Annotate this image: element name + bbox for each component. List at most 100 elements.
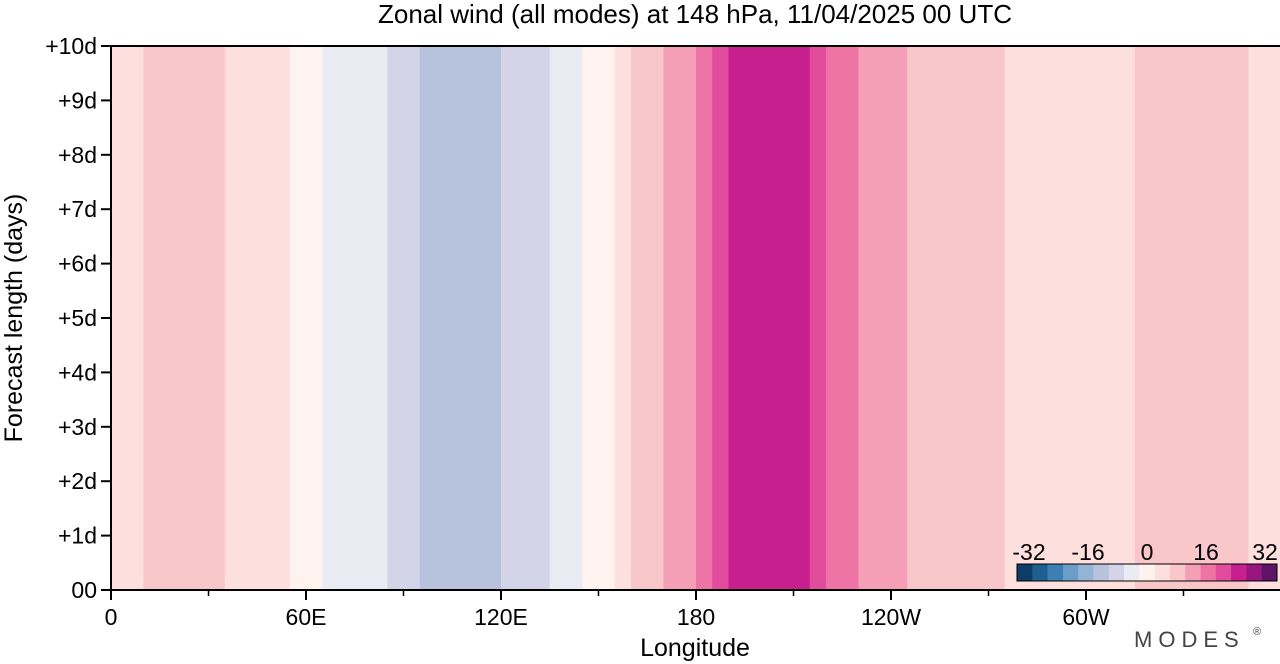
heatmap-cell xyxy=(728,46,746,590)
heatmap-cell xyxy=(257,46,275,590)
x-tick-label: 60W xyxy=(1062,604,1110,630)
heatmap-cell xyxy=(306,46,323,590)
colorbar-swatch xyxy=(1078,564,1094,581)
heatmap-cell xyxy=(598,46,616,590)
heatmap-cell xyxy=(712,46,730,590)
heatmap-cell xyxy=(484,46,502,590)
heatmap-cell xyxy=(761,46,778,590)
colorbar-tick-label: -32 xyxy=(1012,539,1045,565)
heatmap-cell xyxy=(1183,46,1201,590)
heatmap-cell xyxy=(371,46,388,590)
y-tick-label: +1d xyxy=(58,523,97,549)
y-tick-label: +7d xyxy=(58,196,97,222)
heatmap-cell xyxy=(159,46,177,590)
heatmap-cell xyxy=(452,46,470,590)
heatmap-cell xyxy=(111,46,128,590)
heatmap-cell xyxy=(1118,46,1136,590)
heatmap-cell xyxy=(387,46,405,590)
heatmap-cell xyxy=(1232,46,1250,590)
heatmap-cell xyxy=(273,46,291,590)
heatmap-cell xyxy=(501,46,518,590)
heatmap-cell xyxy=(419,46,437,590)
y-tick-label: +2d xyxy=(58,468,97,494)
heatmap-cell xyxy=(533,46,551,590)
y-tick-label: +4d xyxy=(58,359,97,385)
heatmap-field xyxy=(111,46,1280,590)
heatmap-cell xyxy=(1264,46,1280,590)
y-tick-label: +5d xyxy=(58,305,97,331)
colorbar-swatch xyxy=(1169,564,1186,581)
heatmap-cell xyxy=(1151,46,1168,590)
heatmap-cell xyxy=(907,46,925,590)
heatmap-cell xyxy=(874,46,892,590)
heatmap-cell xyxy=(354,46,372,590)
heatmap-cell xyxy=(1037,46,1055,590)
heatmap-cell xyxy=(1021,46,1038,590)
y-tick-label: +9d xyxy=(58,87,97,113)
colorbar-swatch xyxy=(1047,564,1064,581)
colorbar-tick-label: 0 xyxy=(1141,539,1154,565)
heatmap-cell xyxy=(1086,46,1103,590)
heatmap-cell xyxy=(744,46,762,590)
colorbar-swatch xyxy=(1062,564,1079,581)
colorbar-swatch xyxy=(1017,564,1033,581)
x-tick-label: 120E xyxy=(474,604,528,630)
heatmap-cell xyxy=(777,46,795,590)
x-tick-label: 120W xyxy=(861,604,921,630)
heatmap-cell xyxy=(956,46,973,590)
heatmap-cell xyxy=(809,46,827,590)
heatmap-cell xyxy=(517,46,535,590)
heatmap-cell xyxy=(436,46,453,590)
heatmap-cell xyxy=(582,46,600,590)
heatmap-cell xyxy=(224,46,242,590)
chart-title: Zonal wind (all modes) at 148 hPa, 11/04… xyxy=(378,0,1012,29)
y-axis: 00 +1d +2d +3d +4d +5d +6d +7d +8d +9d +10d xyxy=(45,33,111,603)
heatmap-cell xyxy=(176,46,193,590)
logo-registered-mark: ® xyxy=(1253,626,1261,638)
heatmap-cell xyxy=(127,46,145,590)
heatmap-cell xyxy=(338,46,356,590)
heatmap-cell xyxy=(679,46,697,590)
heatmap-cell xyxy=(696,46,713,590)
colorbar-swatch xyxy=(1246,564,1263,581)
colorbar-tick-label: 16 xyxy=(1193,539,1219,565)
heatmap-cell xyxy=(939,46,957,590)
heatmap-cell xyxy=(631,46,648,590)
heatmap-cell xyxy=(1053,46,1071,590)
colorbar-swatch xyxy=(1124,564,1140,581)
heatmap-cell xyxy=(1069,46,1087,590)
heatmap-cell xyxy=(208,46,226,590)
heatmap-cell xyxy=(647,46,665,590)
y-tick-label: +8d xyxy=(58,142,97,168)
colorbar-tick-label: -16 xyxy=(1071,539,1104,565)
heatmap-cell xyxy=(663,46,681,590)
heatmap-cell xyxy=(826,46,843,590)
y-tick-label: +6d xyxy=(58,251,97,277)
heatmap-cell xyxy=(793,46,811,590)
heatmap-cell xyxy=(468,46,486,590)
heatmap-cell xyxy=(566,46,583,590)
colorbar-swatch xyxy=(1093,564,1110,581)
heatmap-cell xyxy=(143,46,161,590)
colorbar-swatch xyxy=(1154,564,1171,581)
y-axis-label: Forecast length (days) xyxy=(0,194,28,443)
heatmap-cell xyxy=(972,46,990,590)
colorbar-swatch xyxy=(1200,564,1217,581)
heatmap-cell xyxy=(1216,46,1233,590)
colorbar-swatch xyxy=(1261,564,1278,581)
logo-text: MODES xyxy=(1134,627,1245,652)
colorbar-tick-label: 32 xyxy=(1252,539,1278,565)
x-axis-label: Longitude xyxy=(640,634,750,662)
x-tick-label: 60E xyxy=(286,604,327,630)
x-tick-label: 0 xyxy=(105,604,118,630)
colorbar-swatch xyxy=(1032,564,1048,581)
heatmap-cell xyxy=(842,46,860,590)
x-tick-label: 180 xyxy=(677,604,715,630)
colorbar-frame xyxy=(1016,563,1278,582)
heatmap-cell xyxy=(192,46,210,590)
heatmap-cell xyxy=(1248,46,1266,590)
heatmap-cell xyxy=(614,46,632,590)
heatmap-cell xyxy=(891,46,908,590)
heatmap-cell xyxy=(1004,46,1022,590)
